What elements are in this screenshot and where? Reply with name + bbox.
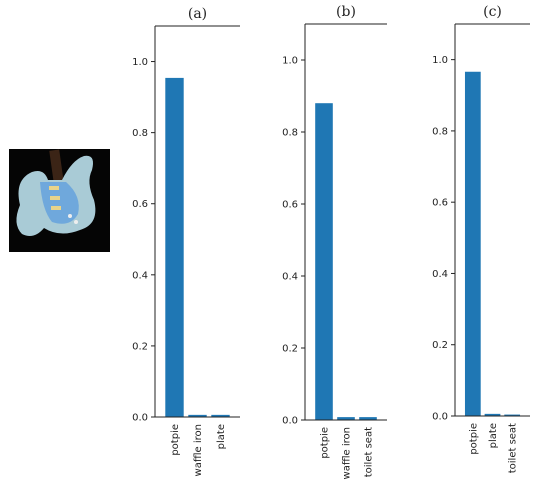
x-tick-label: plate <box>488 423 499 448</box>
y-tick-label: 0.0 <box>432 412 448 423</box>
bar <box>464 71 481 417</box>
bar <box>165 77 184 417</box>
y-tick-label: 0.2 <box>132 341 148 352</box>
x-tick-label: potpie <box>170 424 181 456</box>
bar <box>315 103 333 420</box>
y-tick-label: 1.0 <box>282 56 298 67</box>
bar <box>337 417 355 420</box>
x-tick-label: toilet seat <box>508 423 519 473</box>
chart-title: (a) <box>188 6 207 22</box>
chart-title: (b) <box>336 4 356 20</box>
x-tick-label: potpie <box>468 423 479 455</box>
y-tick-label: 0.4 <box>432 269 448 280</box>
y-tick-label: 0.4 <box>132 270 148 281</box>
x-tick-label: waffle iron <box>342 427 353 479</box>
bar <box>359 417 377 420</box>
bar <box>188 414 207 417</box>
chart-title: (c) <box>483 4 502 20</box>
y-tick-label: 0.2 <box>282 344 298 355</box>
y-tick-label: 0.0 <box>132 413 148 424</box>
bar <box>211 414 230 417</box>
y-tick-label: 0.2 <box>432 340 448 351</box>
y-tick-label: 0.4 <box>282 272 298 283</box>
y-tick-label: 0.6 <box>282 200 298 211</box>
y-tick-label: 0.6 <box>432 198 448 209</box>
y-tick-label: 0.6 <box>132 199 148 210</box>
y-tick-label: 1.0 <box>132 57 148 68</box>
x-tick-label: plate <box>216 424 227 449</box>
bar <box>504 414 521 416</box>
x-tick-label: potpie <box>320 427 331 459</box>
y-tick-label: 0.0 <box>282 416 298 427</box>
guitar-photo <box>9 149 110 252</box>
y-tick-label: 0.8 <box>282 128 298 139</box>
y-tick-label: 0.8 <box>132 128 148 139</box>
bar <box>484 413 501 416</box>
x-tick-label: toilet seat <box>364 427 375 477</box>
x-tick-label: waffle iron <box>193 424 204 476</box>
y-tick-label: 0.8 <box>432 126 448 137</box>
y-tick-label: 1.0 <box>432 55 448 66</box>
